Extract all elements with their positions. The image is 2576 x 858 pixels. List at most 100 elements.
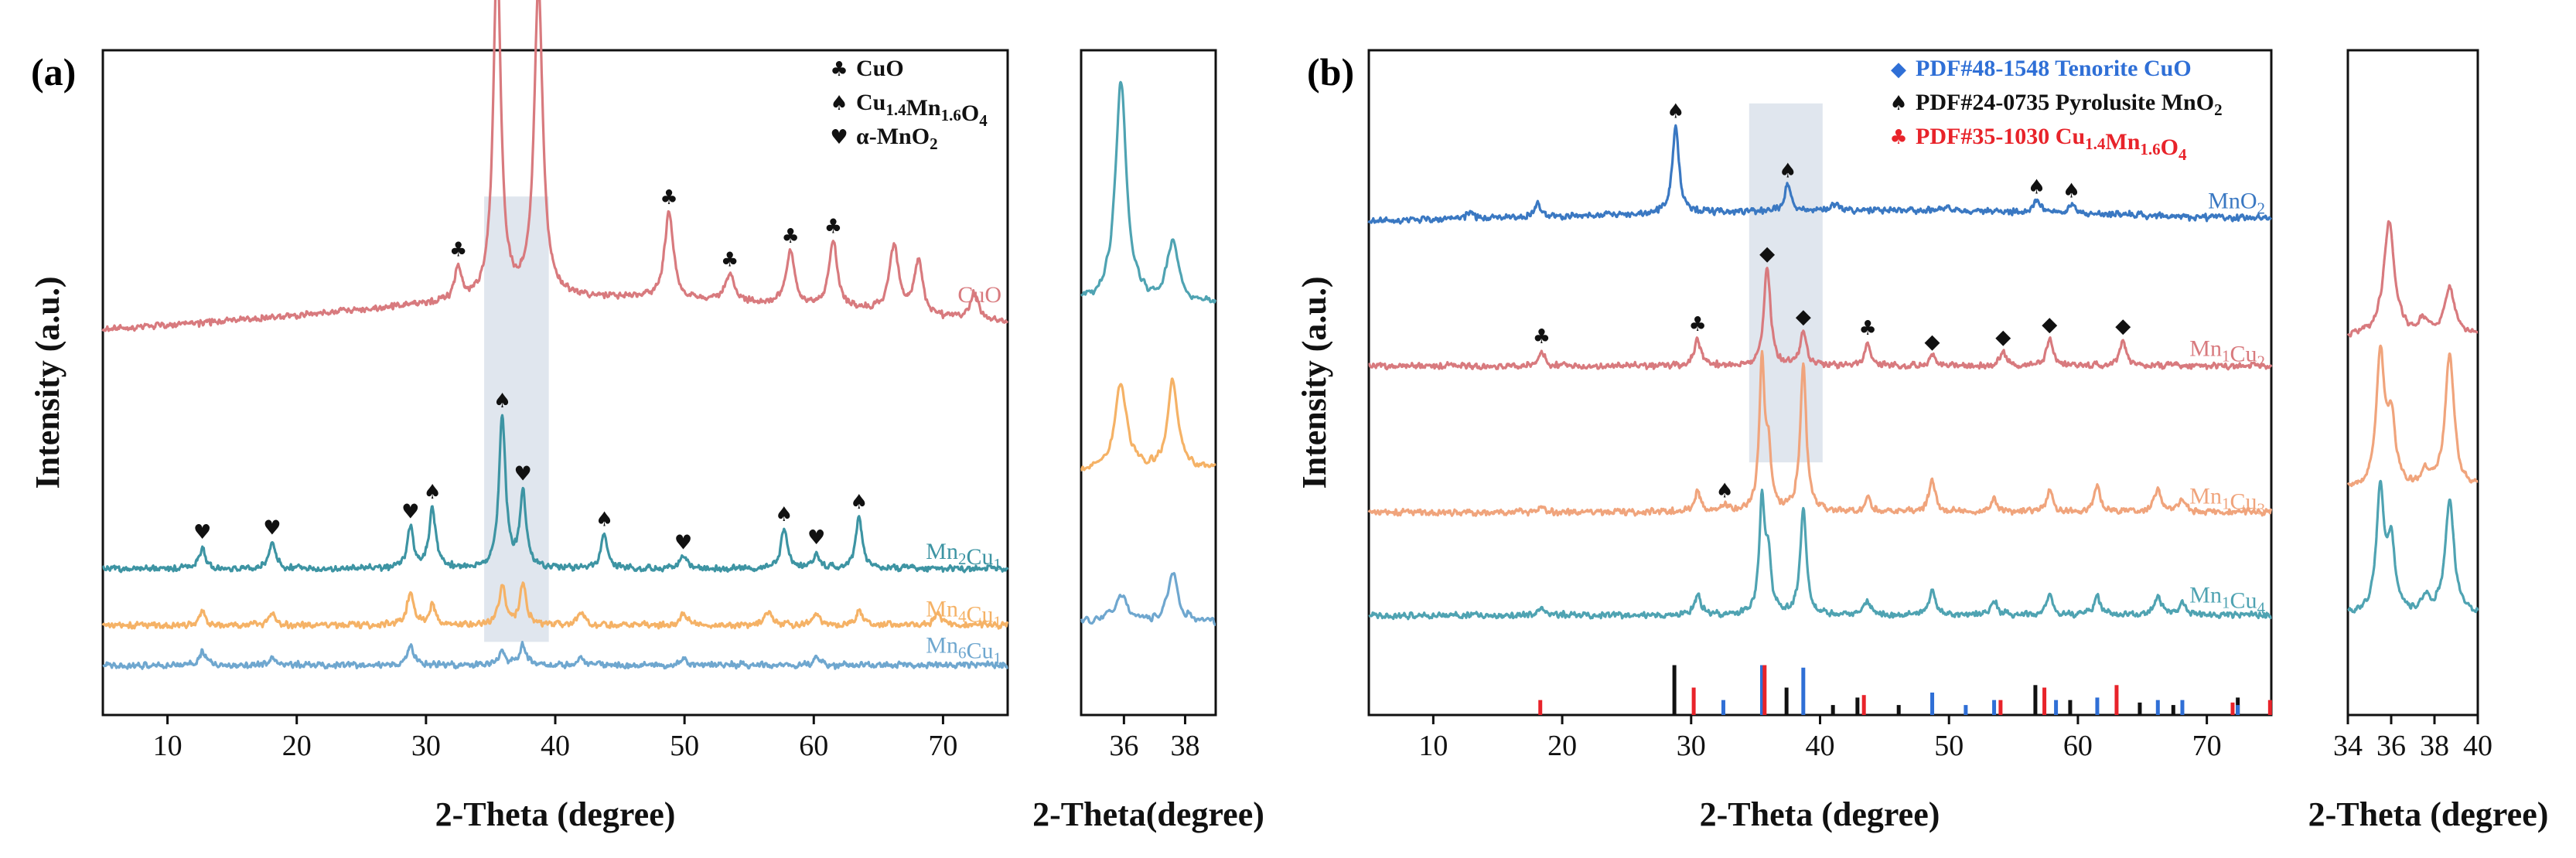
spade-marker: ♠ <box>775 503 793 526</box>
panel-a-highlight-band <box>484 196 549 642</box>
series-label-mno2-part: 2 <box>2257 199 2266 217</box>
legend-label-part: O <box>2161 134 2179 160</box>
diamond-marker: ◆ <box>1796 305 1811 329</box>
series-label-mn1cu3-part: 3 <box>2257 499 2266 518</box>
series-line-mn4cu1 <box>1080 572 1217 626</box>
series-line-mn1cu3 <box>2346 344 2479 488</box>
x-tick-label: 34 <box>2333 730 2363 762</box>
series-label-mn2cu1-part: 2 <box>958 550 967 568</box>
series-label-mn4cu1-part: 4 <box>958 608 967 626</box>
legend-label: CuO <box>856 56 904 81</box>
legend-label-part: Cu <box>856 90 885 115</box>
panel-b-ylabel: Intensity (a.u.) <box>1295 276 1333 489</box>
series-label-mn1cu2-part: 2 <box>2257 352 2266 371</box>
series-label-mn4cu1-part: 1 <box>994 613 1002 632</box>
series-label-mn6cu1-part: Mn <box>926 632 958 658</box>
series-label-mn2cu1-part: Mn <box>926 539 958 564</box>
heart-marker: ♥ <box>514 462 532 485</box>
series-label-mn4cu1-part: Cu <box>966 602 993 628</box>
legend-label-part: 1.4 <box>885 100 906 119</box>
spade-marker: ♠ <box>1715 479 1733 502</box>
series-label-mn1cu3: Mn1Cu3 <box>2189 483 2265 518</box>
series-label-mn6cu1: Mn6Cu1 <box>926 632 1001 667</box>
legend-label-part: O <box>961 100 979 126</box>
legend-spade-icon: ♠ <box>1889 92 1907 115</box>
legend-label-part: 1.4 <box>2085 134 2106 153</box>
panel-bi-plot: 34 36 38 40 <box>2333 220 2492 762</box>
series-line-mn1cu3 <box>1367 349 2273 517</box>
club-marker: ♣ <box>721 248 739 271</box>
legend-label-part: PDF#24-0735 Pyrolusite MnO <box>1916 90 2214 115</box>
series-line-cuo <box>101 0 1009 332</box>
legend-label: PDF#24-0735 Pyrolusite MnO2 <box>1916 90 2223 119</box>
diamond-marker: ◆ <box>1925 330 1940 353</box>
x-tick-label: 70 <box>2192 730 2222 762</box>
legend-label-part: Mn <box>2105 129 2140 155</box>
series-label-mn6cu1-part: Cu <box>966 638 993 663</box>
diamond-marker: ◆ <box>1995 325 2011 349</box>
x-tick-label: 20 <box>282 730 312 762</box>
series-label-mno2: MnO2 <box>2208 188 2265 217</box>
series-label-mn1cu4: Mn1Cu4 <box>2189 583 2265 618</box>
club-marker: ♣ <box>449 238 467 261</box>
legend-diamond-icon: ◆ <box>1891 58 1906 81</box>
series-line-mn6cu1 <box>102 641 1008 670</box>
series-label-mn1cu2: Mn1Cu2 <box>2189 336 2265 371</box>
series-label-mn1cu4-part: Mn <box>2189 583 2222 608</box>
series-label-mn1cu3-part: 1 <box>2222 494 2230 512</box>
panel-b-xlabel: 2-Theta (degree) <box>1700 795 1940 833</box>
spade-marker: ♠ <box>2063 180 2080 203</box>
legend-spade-icon: ♠ <box>830 92 848 115</box>
series-label-mn1cu2-part: Cu <box>2230 342 2257 367</box>
panel-a-label: (a) <box>31 50 76 94</box>
panel-a-ylabel: Intensity (a.u.) <box>29 276 67 489</box>
legend-label-part: Mn <box>906 95 941 121</box>
series-label-mn2cu1-part: 1 <box>994 555 1002 574</box>
legend-label: PDF#48-1548 Tenorite CuO <box>1916 56 2192 81</box>
x-tick-label: 50 <box>670 730 699 762</box>
x-tick-label: 10 <box>1418 730 1448 762</box>
diamond-marker: ◆ <box>2042 313 2057 336</box>
panel-b-inset-xlabel: 2-Theta (degree) <box>2308 795 2549 833</box>
legend-club-icon: ♣ <box>1889 126 1907 149</box>
spade-marker: ♠ <box>595 509 613 532</box>
x-tick-label: 30 <box>411 730 441 762</box>
legend-label-part: 4 <box>979 111 988 130</box>
series-label-mn2cu1: Mn2Cu1 <box>926 539 1001 574</box>
series-line-mn1cu4 <box>1368 489 2272 621</box>
series-label-mn1cu4-part: 1 <box>2222 594 2230 612</box>
legend-label-part: 2 <box>2214 100 2223 119</box>
legend-label: PDF#35-1030 Cu1.4Mn1.6O4 <box>1916 124 2187 164</box>
legend-label-part: 1.6 <box>2140 140 2160 158</box>
club-marker: ♣ <box>1859 317 1877 340</box>
x-tick-label: 30 <box>1677 730 1706 762</box>
series-label-mn1cu2-part: Mn <box>2189 336 2222 362</box>
heart-marker: ♥ <box>193 521 211 544</box>
spade-marker: ♠ <box>493 390 511 413</box>
legend-label-part: α-MnO <box>856 124 930 149</box>
spade-marker: ♠ <box>1667 100 1684 123</box>
x-tick-label: 50 <box>1934 730 1964 762</box>
series-line-mn2cu1 <box>102 414 1009 574</box>
club-marker: ♣ <box>782 225 800 248</box>
club-marker: ♣ <box>660 186 677 209</box>
series-line-cuo <box>1080 80 1217 304</box>
plot-layer: CuO♣♣♣♣♣♣♣Mn2Cu1♥♥♥♠♠♥♠♥♠♥♠Mn4Cu1Mn6Cu11… <box>101 0 2492 762</box>
legend-label-part: PDF#48-1548 Tenorite CuO <box>1916 56 2192 81</box>
x-tick-label: 36 <box>1109 730 1138 762</box>
x-tick-label: 36 <box>2376 730 2406 762</box>
spade-marker: ♠ <box>1779 159 1796 182</box>
series-label-cuo-part: CuO <box>957 282 1001 308</box>
x-tick-label: 40 <box>1806 730 1835 762</box>
series-label-mn2cu1-part: Cu <box>966 544 993 570</box>
series-label-mn4cu1-part: Mn <box>926 597 958 622</box>
series-label-mn1cu4-part: 4 <box>2257 599 2266 618</box>
legend-label-part: CuO <box>856 56 904 81</box>
club-marker: ♣ <box>1533 325 1551 349</box>
series-label-mno2-part: MnO <box>2208 188 2257 213</box>
x-tick-label: 60 <box>799 730 828 762</box>
series-line-mn4cu1 <box>101 581 1009 630</box>
legend-club-icon: ♣ <box>830 58 848 81</box>
series-label-mn1cu3-part: Mn <box>2189 483 2222 509</box>
